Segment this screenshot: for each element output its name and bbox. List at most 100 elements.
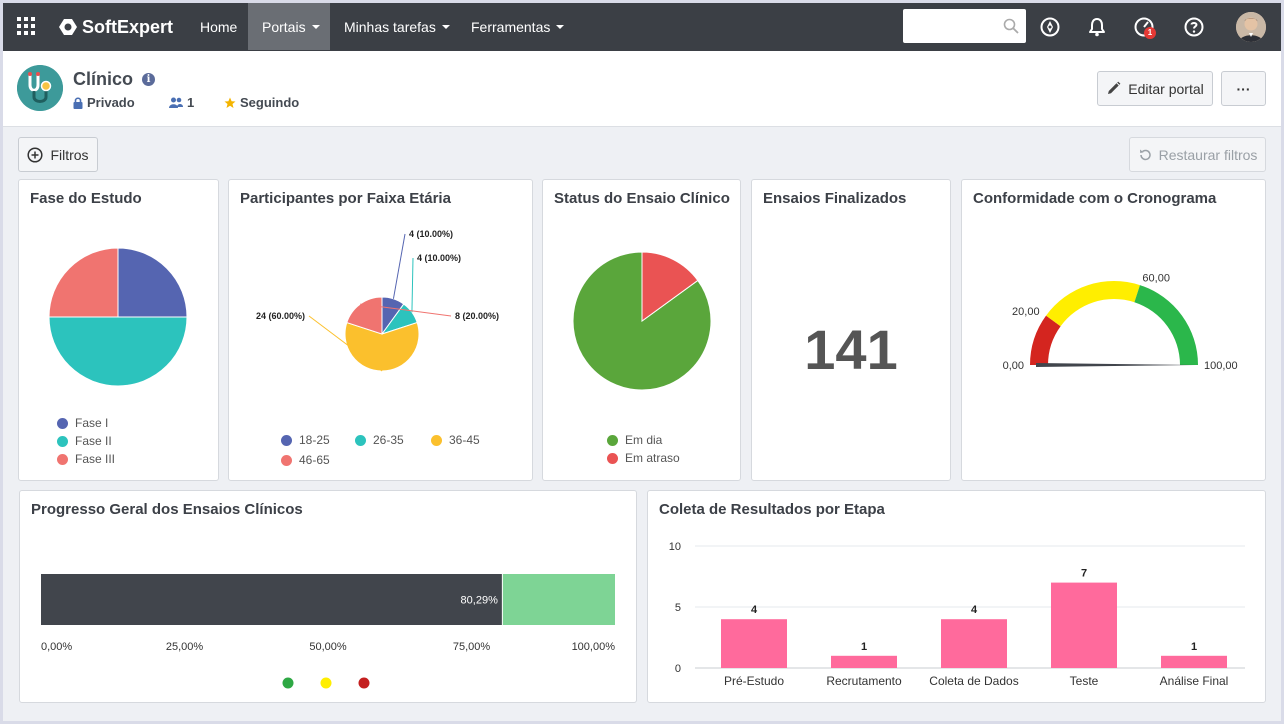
age-range-title: Participantes por Faixa Etária (240, 190, 451, 207)
chevron-down-icon (441, 24, 450, 29)
compass-icon[interactable] (1038, 15, 1062, 39)
privacy-status: Privado (73, 95, 135, 110)
nav-ferramentas[interactable]: Ferramentas (457, 3, 578, 50)
legend-label: 36-45 (449, 433, 480, 447)
pie-slice-fase-3 (48, 247, 119, 318)
progress-tick-25: 25,00% (166, 641, 204, 653)
users-icon (169, 97, 183, 108)
more-options-label: ··· (1236, 80, 1251, 97)
x-tick-label: Análise Final (1160, 674, 1229, 688)
legend-dot-red (358, 677, 370, 689)
legend-item-fase-1[interactable]: Fase I (57, 414, 115, 432)
legend-item-fase-2[interactable]: Fase II (57, 432, 115, 450)
nav-home-label: Home (200, 18, 238, 35)
legend-item-em-dia[interactable]: Em dia (607, 431, 680, 449)
page-title: Clínico (73, 69, 134, 89)
legend-item-26-35[interactable]: 26-35 (355, 431, 431, 449)
portal-window: SoftExpert Home Portais Minhas tarefas F… (3, 3, 1281, 721)
legend-item-36-45[interactable]: 36-45 (431, 431, 480, 449)
more-options-button[interactable]: ··· (1221, 71, 1266, 106)
trial-status-title: Status do Ensaio Clínico (554, 190, 730, 207)
search-icon[interactable] (1003, 18, 1019, 34)
x-tick-label: Coleta de Dados (929, 674, 1018, 688)
legend-item-18-25[interactable]: 18-25 (281, 431, 355, 449)
info-icon[interactable]: i (142, 73, 155, 86)
members-count[interactable]: 1 (169, 95, 194, 110)
schedule-compliance-title: Conformidade com o Cronograma (973, 190, 1217, 207)
bar-value-label: 1 (861, 641, 867, 653)
legend-dot (355, 434, 366, 446)
gauge-tick-100: 100,00 (1204, 360, 1238, 372)
legend-dot (57, 435, 68, 447)
user-avatar[interactable] (1236, 12, 1266, 42)
gauge-band-yellow (1046, 281, 1140, 327)
reset-filters-button[interactable]: Restaurar filtros (1129, 137, 1266, 172)
following-status[interactable]: Seguindo (224, 95, 299, 110)
lock-icon (73, 96, 83, 109)
portal-header: Clínico i Privado 1 Seguindo (3, 51, 1281, 127)
legend-dot-yellow (320, 677, 332, 689)
nav-portais[interactable]: Portais (248, 3, 330, 50)
reset-filters-label: Restaurar filtros (1158, 146, 1258, 163)
x-tick-label: Teste (1070, 674, 1099, 688)
gauge-band-green (1134, 285, 1198, 365)
softexpert-logo[interactable]: SoftExpert (58, 15, 173, 39)
legend-item-fase-3[interactable]: Fase III (57, 450, 115, 468)
undo-icon (1139, 149, 1151, 160)
pie-slice-fase-2 (48, 316, 188, 387)
overall-progress-title: Progresso Geral dos Ensaios Clínicos (31, 501, 303, 518)
progress-bar-completed (41, 574, 502, 625)
legend-item-em-atraso[interactable]: Em atraso (607, 449, 680, 467)
y-tick-10: 10 (669, 541, 681, 553)
study-phase-legend: Fase I Fase II Fase III (57, 414, 115, 468)
legend-dot (607, 452, 618, 464)
progress-bar-remaining (502, 574, 615, 625)
nav-ferramentas-label: Ferramentas (471, 18, 551, 35)
search-input[interactable] (903, 9, 1026, 43)
results-by-stage-widget: Coleta de Resultados por Etapa 10 5 0 4 Pré-… (647, 490, 1266, 703)
brand-name: SoftExpert (82, 16, 174, 37)
data-label-36-45: 24 (60.00%) (256, 311, 305, 321)
finished-trials-title: Ensaios Finalizados (763, 190, 907, 207)
study-phase-widget: Fase do Estudo Fase I Fase II Fase III (18, 179, 219, 481)
bar-value-label: 4 (971, 604, 978, 616)
nav-minhas-tarefas[interactable]: Minhas tarefas (330, 3, 464, 50)
legend-dot (281, 434, 292, 446)
bar-1 (831, 655, 897, 668)
following-label: Seguindo (240, 95, 300, 110)
bar-4 (1161, 655, 1227, 668)
stethoscope-graphic (17, 65, 63, 111)
bar-0 (721, 619, 787, 668)
legend-label: 26-35 (373, 433, 404, 447)
bar-3 (1051, 582, 1117, 668)
progress-tick-75: 75,00% (453, 641, 491, 653)
help-icon[interactable] (1182, 15, 1206, 39)
bar-2 (941, 619, 1007, 668)
data-label-46-65: 8 (20.00%) (455, 311, 499, 321)
apps-grid-icon[interactable] (17, 17, 37, 37)
top-navigation-bar: SoftExpert Home Portais Minhas tarefas F… (3, 3, 1281, 51)
trial-status-legend: Em dia Em atraso (607, 431, 680, 467)
gauge-needle (1036, 363, 1196, 367)
edit-portal-button[interactable]: Editar portal (1097, 71, 1213, 106)
stethoscope-icon (17, 65, 63, 111)
legend-label: Em dia (625, 433, 663, 447)
softexpert-logo-icon (59, 19, 77, 35)
results-by-stage-bar-chart: 10 5 0 4 Pré-Estudo 1 Recrutamento 4 Coleta de D… (669, 541, 1245, 688)
age-range-legend: 18-25 26-35 36-45 46-65 (281, 431, 501, 469)
progress-tick-100: 100,00% (572, 641, 616, 653)
study-phase-pie-chart (48, 247, 188, 387)
progress-tick-0: 0,00% (41, 641, 72, 653)
gauge-tick-20: 20,00 (1012, 306, 1040, 318)
bar-value-label: 1 (1191, 641, 1197, 653)
filters-button[interactable]: Filtros (18, 137, 98, 172)
study-phase-title: Fase do Estudo (30, 190, 142, 207)
gauge-band-red (1030, 315, 1061, 365)
leader-line (392, 233, 406, 299)
legend-item-46-65[interactable]: 46-65 (281, 451, 501, 469)
schedule-compliance-widget: Conformidade com o Cronograma 0,00 20,00 6… (961, 179, 1266, 481)
nav-home[interactable]: Home (186, 3, 251, 50)
bell-icon[interactable] (1085, 15, 1109, 39)
filters-label: Filtros (50, 146, 89, 163)
bar-value-label: 4 (751, 604, 758, 616)
